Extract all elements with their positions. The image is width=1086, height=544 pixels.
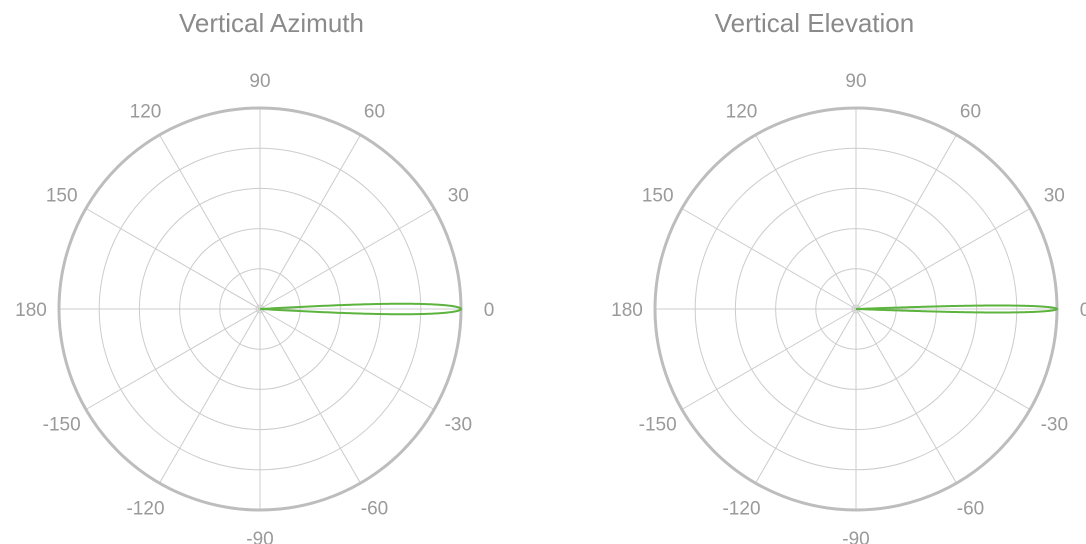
grid-ring xyxy=(98,147,422,471)
angle-tick-label: 0 xyxy=(484,300,495,321)
spoke-line xyxy=(85,208,261,310)
angle-tick-label: -120 xyxy=(126,498,164,519)
angle-tick-label: 90 xyxy=(845,71,866,92)
grid-ring xyxy=(734,187,978,431)
angle-tick-label: -120 xyxy=(722,498,760,519)
grid-ring xyxy=(694,147,1018,471)
vertical-azimuth-chart: Vertical Azimuth 90 60 30 0 -30 -60 -90 -120 -15… xyxy=(15,8,495,544)
spoke-line xyxy=(159,134,261,310)
angle-tick-label: 150 xyxy=(642,186,674,207)
grid-ring xyxy=(815,268,897,350)
pattern-lobe xyxy=(259,302,463,316)
angle-tick-label: 30 xyxy=(448,186,469,207)
spoke-line xyxy=(755,134,857,310)
angle-tick-label: -60 xyxy=(957,498,984,519)
spoke-line xyxy=(259,208,435,310)
angle-tick-label: 0 xyxy=(1080,300,1086,321)
spoke-line xyxy=(259,308,435,410)
spoke-line xyxy=(855,208,1031,310)
polar-grid xyxy=(57,106,463,512)
angle-tick-label: 120 xyxy=(726,102,758,123)
spoke-line xyxy=(681,308,857,410)
spoke-line xyxy=(855,308,957,484)
grid-ring xyxy=(219,268,301,350)
vertical-elevation-chart: Vertical Elevation 90 60 30 0 -30 -60 -90 -120 -… xyxy=(543,0,1086,544)
angle-tick-label: 180 xyxy=(611,300,643,321)
polar-grid xyxy=(653,106,1059,512)
angle-tick-label: 150 xyxy=(46,186,78,207)
angle-tick-label: 180 xyxy=(15,300,47,321)
spoke-line xyxy=(259,134,361,310)
angle-tick-label: -30 xyxy=(445,415,472,436)
spoke-line xyxy=(85,308,261,410)
angle-tick-label: 60 xyxy=(960,102,981,123)
polar-plot: 90 60 30 0 -30 -60 -90 -120 -150 180 150 120 xyxy=(15,71,495,544)
spoke-line xyxy=(755,308,857,484)
chart-title: Vertical Azimuth xyxy=(179,8,364,38)
grid-ring xyxy=(138,187,382,431)
pattern-lobe xyxy=(855,304,1059,314)
angle-tick-label: 60 xyxy=(364,102,385,123)
spoke-line xyxy=(681,208,857,310)
angle-tick-label: 120 xyxy=(130,102,162,123)
angle-tick-label: -30 xyxy=(1041,415,1068,436)
spoke-line xyxy=(855,308,1031,410)
angle-tick-label: 90 xyxy=(249,71,270,92)
polar-plot: 90 60 30 0 -30 -60 -90 -120 -150 180 150 120 xyxy=(611,71,1086,544)
angle-tick-label: 30 xyxy=(1044,186,1065,207)
chart-title: Vertical Elevation xyxy=(714,8,915,38)
spoke-line xyxy=(259,308,361,484)
grid-ring xyxy=(775,228,937,390)
grid-ring xyxy=(179,228,341,390)
angle-tick-label: -90 xyxy=(842,529,869,544)
angle-tick-label: -150 xyxy=(43,415,81,436)
angle-tick-label: -150 xyxy=(639,415,677,436)
spoke-line xyxy=(855,134,957,310)
spoke-line xyxy=(159,308,261,484)
angle-tick-label: -60 xyxy=(361,498,388,519)
angle-tick-label: -90 xyxy=(246,529,273,544)
